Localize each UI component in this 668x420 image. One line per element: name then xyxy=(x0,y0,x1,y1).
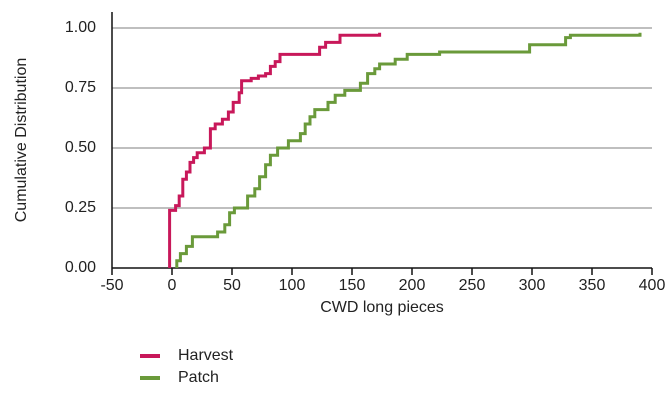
legend-label: Harvest xyxy=(178,347,234,364)
y-tick-label: 0.25 xyxy=(65,199,96,216)
x-tick-label: 0 xyxy=(168,277,177,294)
y-tick-label: 1.00 xyxy=(65,19,96,36)
x-tick-label: 50 xyxy=(223,277,241,294)
x-tick-label: 100 xyxy=(279,277,306,294)
x-tick-label: 250 xyxy=(459,277,486,294)
step-line xyxy=(175,32,642,268)
x-axis-label: CWD long pieces xyxy=(320,299,444,316)
x-tick-label: 350 xyxy=(579,277,606,294)
x-tick-label: 400 xyxy=(639,277,666,294)
step-line xyxy=(168,32,382,268)
x-tick-label: 300 xyxy=(519,277,546,294)
x-tick-label: -50 xyxy=(100,277,123,294)
x-tick-label: 150 xyxy=(339,277,366,294)
y-tick-label: 0.50 xyxy=(65,139,96,156)
y-axis-label: Cumulative Distribution xyxy=(13,58,30,223)
legend-label: Patch xyxy=(178,369,219,386)
x-tick-label: 200 xyxy=(399,277,426,294)
y-tick-label: 0.75 xyxy=(65,79,96,96)
y-tick-label: 0.00 xyxy=(65,259,96,276)
